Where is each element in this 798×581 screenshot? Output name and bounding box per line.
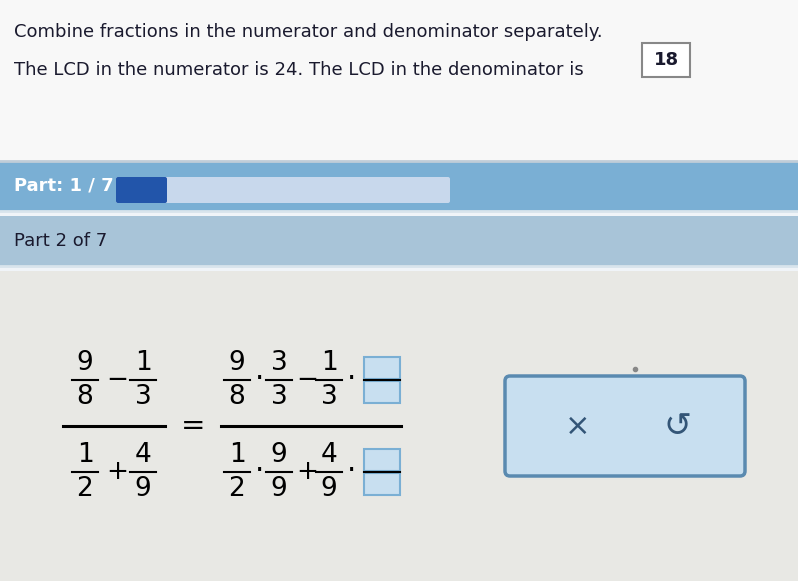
FancyBboxPatch shape [364, 357, 400, 379]
Text: 1: 1 [135, 350, 152, 376]
Text: 9: 9 [271, 442, 287, 468]
FancyBboxPatch shape [116, 177, 450, 203]
FancyBboxPatch shape [364, 381, 400, 403]
Text: ×: × [565, 411, 591, 440]
Text: 3: 3 [271, 350, 287, 376]
Text: Part 2 of 7: Part 2 of 7 [14, 232, 107, 250]
Text: 3: 3 [321, 384, 338, 410]
Text: 2: 2 [228, 476, 245, 502]
Text: −: − [106, 367, 128, 393]
Text: 1: 1 [321, 350, 338, 376]
Text: 3: 3 [135, 384, 152, 410]
Text: Part: 1 / 7: Part: 1 / 7 [14, 177, 113, 195]
Text: ·: · [255, 365, 263, 393]
Text: 2: 2 [77, 476, 93, 502]
Bar [0, 161, 798, 211]
Text: ·: · [346, 365, 356, 393]
Text: 3: 3 [271, 384, 287, 410]
Text: +: + [296, 459, 318, 485]
Text: 1: 1 [77, 442, 93, 468]
Text: ↺: ↺ [664, 410, 692, 443]
Text: 9: 9 [135, 476, 152, 502]
Text: 4: 4 [321, 442, 338, 468]
Text: 8: 8 [77, 384, 93, 410]
FancyBboxPatch shape [505, 376, 745, 476]
Text: −: − [296, 367, 318, 393]
Text: ·: · [255, 457, 263, 485]
Text: 9: 9 [77, 350, 93, 376]
Text: 4: 4 [135, 442, 152, 468]
Text: 9: 9 [228, 350, 245, 376]
Text: 9: 9 [271, 476, 287, 502]
Text: 1: 1 [228, 442, 245, 468]
Text: 18: 18 [654, 51, 678, 69]
Text: 9: 9 [321, 476, 338, 502]
FancyBboxPatch shape [364, 449, 400, 471]
Bar [0, 0, 798, 161]
Text: The LCD in the numerator is 24. The LCD in the denominator is: The LCD in the numerator is 24. The LCD … [14, 61, 584, 79]
Text: =: = [181, 412, 205, 440]
Text: 8: 8 [228, 384, 245, 410]
Bar [0, 216, 798, 266]
Text: +: + [106, 459, 128, 485]
Bar [0, 271, 798, 581]
FancyBboxPatch shape [642, 43, 690, 77]
FancyBboxPatch shape [364, 473, 400, 495]
Text: ·: · [346, 457, 356, 485]
FancyBboxPatch shape [116, 177, 167, 203]
Text: Combine fractions in the numerator and denominator separately.: Combine fractions in the numerator and d… [14, 23, 602, 41]
